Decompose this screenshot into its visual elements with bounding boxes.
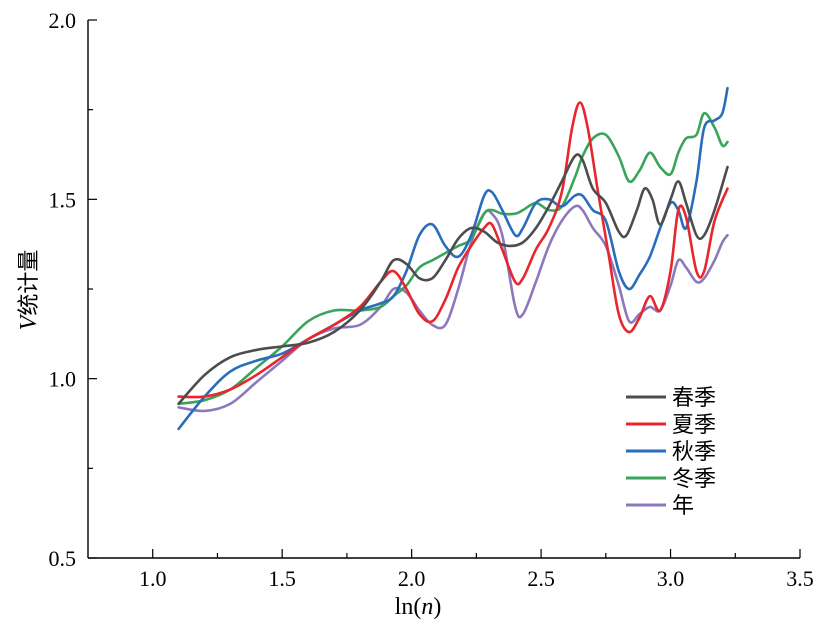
plot-lines — [177, 86, 729, 431]
y-tick-label: 1.0 — [49, 367, 77, 392]
y-tick-label: 0.5 — [49, 546, 77, 571]
legend-label: 春季 — [672, 386, 716, 411]
legend-label: 年 — [672, 494, 694, 519]
x-tick-label: 2.0 — [398, 566, 426, 591]
y-tick-label: 2.0 — [49, 8, 77, 33]
y-tick-label: 1.5 — [49, 187, 77, 212]
series-line-2 — [177, 101, 729, 399]
legend-label: 冬季 — [672, 467, 716, 492]
x-tick-label: 2.5 — [527, 566, 555, 591]
axes: 1.0 1.5 2.0 2.5 3.0 3.5 0.5 1.0 1.5 2.0 — [49, 8, 814, 591]
x-tick-label: 1.0 — [139, 566, 167, 591]
legend-label: 秋季 — [672, 440, 716, 465]
series-line-5 — [177, 204, 729, 413]
y-axis-title: V统计量 — [16, 250, 42, 331]
x-tick-label: 1.5 — [268, 566, 296, 591]
legend-label: 夏季 — [672, 413, 716, 438]
x-axis-title: ln(n) — [395, 594, 442, 620]
x-tick-label: 3.0 — [657, 566, 685, 591]
series-line-1 — [177, 153, 729, 406]
x-tick-label: 3.5 — [786, 566, 814, 591]
series-line-4 — [177, 111, 729, 406]
